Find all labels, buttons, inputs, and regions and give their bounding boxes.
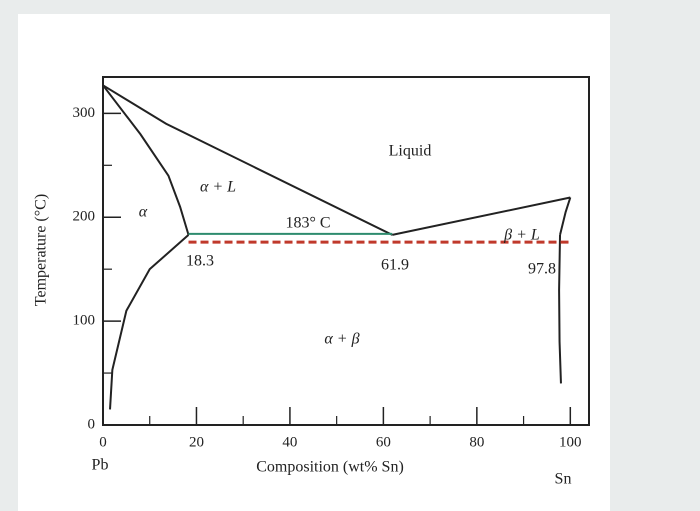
annotation: Pb: [92, 457, 109, 474]
annotation: α + L: [200, 179, 236, 196]
x-tick-label: 40: [282, 434, 297, 450]
annotation: β + L: [503, 227, 540, 244]
y-tick-label: 0: [88, 416, 96, 432]
phase-boundary: [559, 197, 572, 236]
annotation: α: [139, 204, 148, 221]
phase-boundary: [558, 234, 562, 384]
annotation: 61.9: [381, 257, 409, 274]
x-tick-label: 0: [99, 434, 107, 450]
x-tick-label: 80: [469, 434, 484, 450]
annotation: 18.3: [186, 253, 214, 270]
annotation: Sn: [555, 471, 572, 488]
plot-frame: [102, 76, 590, 426]
phase-boundary: [392, 196, 571, 236]
x-tick-label: 20: [189, 434, 204, 450]
phase-boundary: [102, 84, 393, 236]
phase-boundary: [109, 234, 190, 410]
phase-boundary: [102, 84, 190, 236]
annotation: 97.8: [528, 261, 556, 278]
annotation: α + β: [324, 331, 359, 348]
y-axis-label: Temperature (°C): [33, 194, 50, 306]
x-axis-label: Composition (wt% Sn): [256, 459, 404, 476]
annotation: 183° C: [285, 215, 330, 232]
y-tick-label: 100: [73, 313, 96, 329]
y-tick-label: 200: [73, 209, 96, 225]
paper: [18, 14, 610, 511]
annotation: Liquid: [389, 143, 432, 160]
y-tick-label: 300: [73, 105, 96, 121]
x-tick-label: 60: [376, 434, 391, 450]
x-tick-label: 100: [559, 434, 582, 450]
